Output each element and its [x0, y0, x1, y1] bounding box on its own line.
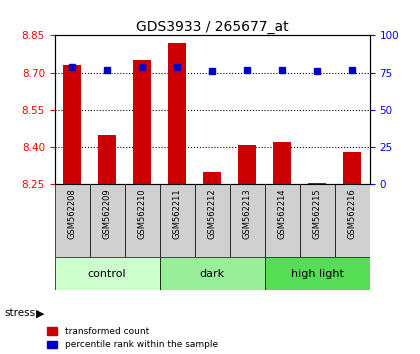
Bar	[194, 184, 230, 257]
Bar	[265, 257, 370, 290]
Text: GSM562213: GSM562213	[243, 188, 252, 239]
Bar	[55, 257, 160, 290]
Bar	[125, 184, 160, 257]
Bar	[203, 172, 221, 184]
Bar	[239, 145, 256, 184]
Text: GSM562209: GSM562209	[102, 188, 112, 239]
Bar	[308, 183, 326, 184]
Text: GSM562210: GSM562210	[138, 188, 147, 239]
Bar	[55, 184, 89, 257]
Bar	[335, 184, 370, 257]
Bar	[273, 142, 291, 184]
Text: high light: high light	[291, 269, 344, 279]
Text: GSM562214: GSM562214	[278, 188, 286, 239]
Text: GSM562208: GSM562208	[68, 188, 76, 239]
Text: GSM562212: GSM562212	[207, 188, 217, 239]
Bar	[98, 135, 116, 184]
Bar	[230, 184, 265, 257]
Bar	[344, 152, 361, 184]
Text: GSM562211: GSM562211	[173, 188, 181, 239]
Bar	[134, 60, 151, 184]
Text: ▶: ▶	[36, 308, 44, 318]
Text: stress: stress	[4, 308, 35, 318]
Bar	[160, 257, 265, 290]
Title: GDS3933 / 265677_at: GDS3933 / 265677_at	[136, 21, 289, 34]
Text: dark: dark	[200, 269, 225, 279]
Text: GSM562216: GSM562216	[348, 188, 357, 239]
Text: control: control	[88, 269, 126, 279]
Bar	[168, 43, 186, 184]
Bar	[89, 184, 125, 257]
Bar	[299, 184, 335, 257]
Bar	[160, 184, 194, 257]
Text: GSM562215: GSM562215	[312, 188, 322, 239]
Bar	[63, 65, 81, 184]
Legend: transformed count, percentile rank within the sample: transformed count, percentile rank withi…	[47, 327, 218, 349]
Bar	[265, 184, 299, 257]
